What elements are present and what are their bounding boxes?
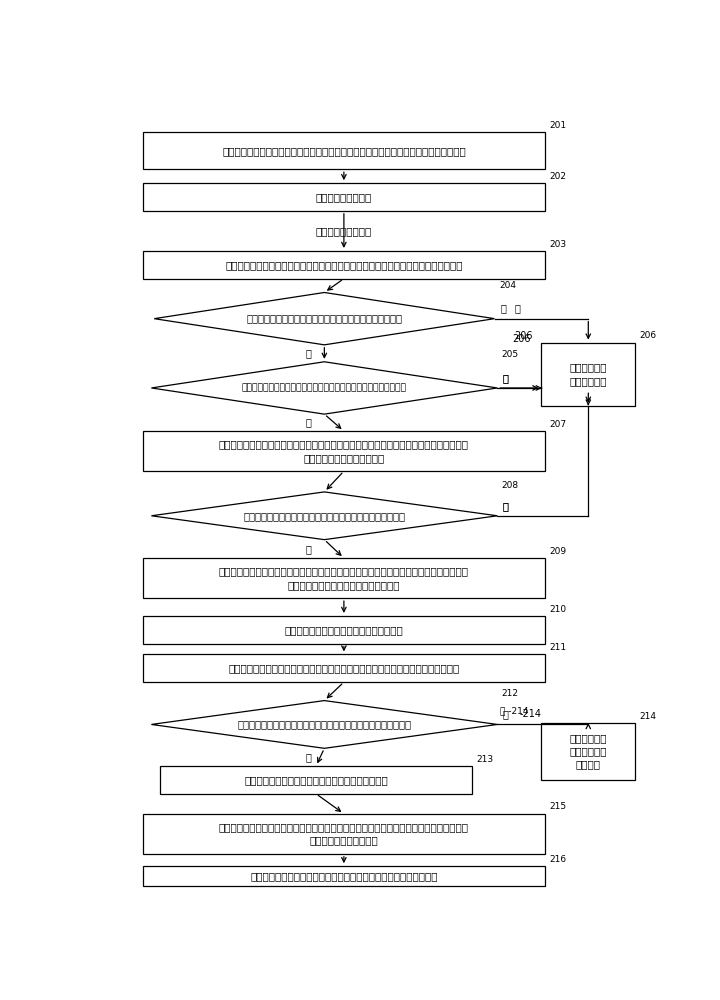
Text: 207: 207: [549, 420, 567, 429]
Text: 212: 212: [502, 689, 519, 698]
Text: 计时器达到检测周期: 计时器达到检测周期: [316, 227, 372, 237]
FancyBboxPatch shape: [541, 723, 635, 780]
Text: 否: 否: [500, 303, 506, 313]
FancyBboxPatch shape: [143, 866, 545, 886]
Polygon shape: [154, 292, 495, 345]
Text: 是: 是: [503, 501, 509, 511]
Polygon shape: [151, 362, 498, 414]
Text: -214: -214: [520, 709, 541, 719]
Text: 否: 否: [503, 373, 509, 383]
Polygon shape: [151, 701, 498, 748]
Text: 确定外设的目
标备用电池组
供电异常: 确定外设的目 标备用电池组 供电异常: [570, 733, 607, 770]
Text: 是: 是: [503, 501, 509, 511]
Text: 否: 否: [306, 544, 312, 554]
Text: 205: 205: [502, 350, 519, 359]
Text: 206: 206: [512, 334, 530, 344]
Text: 是: 是: [306, 348, 312, 358]
Text: 211: 211: [549, 643, 567, 652]
Text: 通过退出指令，将升高后的输出电压降低至输出电压，检测过程停止: 通过退出指令，将升高后的输出电压降低至输出电压，检测过程停止: [250, 871, 438, 881]
Text: 否: 否: [503, 709, 509, 719]
Text: 否: 否: [503, 373, 509, 383]
Text: 213: 213: [477, 755, 494, 764]
Text: 202: 202: [549, 172, 566, 181]
FancyBboxPatch shape: [143, 654, 545, 682]
Text: 发送第一检测指令给外设的目标备用电池组: 发送第一检测指令给外设的目标备用电池组: [284, 625, 403, 635]
Text: 208: 208: [502, 481, 519, 490]
Text: 每一个外设的目标备用电池组的电量是否大于第一电量阈值: 每一个外设的目标备用电池组的电量是否大于第一电量阈值: [246, 314, 402, 324]
Text: 210: 210: [549, 605, 567, 614]
Text: 发送第二检测指令，并通过第二检测指令，检测外设的目标备用电池组的输出电压，确定输
出电压小于外设的主供电电路的供电电压: 发送第二检测指令，并通过第二检测指令，检测外设的目标备用电池组的输出电压，确定输…: [219, 567, 469, 590]
Text: 204: 204: [499, 281, 516, 290]
Text: 否: 否: [514, 303, 520, 313]
Text: 是: 是: [306, 752, 312, 762]
Text: 214: 214: [639, 712, 657, 721]
FancyBboxPatch shape: [160, 766, 472, 794]
FancyBboxPatch shape: [143, 183, 545, 211]
Text: 设置计时器，为计时器设置检测周期，并设置第一电量阈值、连接总个数和第二电量阈值: 设置计时器，为计时器设置检测周期，并设置第一电量阈值、连接总个数和第二电量阈值: [222, 146, 466, 156]
Text: 检测外设的目标备用电池组剩余电量，当剩余电量达到所述第二电量阈值时，发送退出指令
给外设的目标备用电池组: 检测外设的目标备用电池组剩余电量，当剩余电量达到所述第二电量阈值时，发送退出指令…: [219, 822, 469, 845]
Text: 检测每一个外设的目标备用电池组的电量，并确定相连的外设的目标备用电池组的个数: 检测每一个外设的目标备用电池组的电量，并确定相连的外设的目标备用电池组的个数: [225, 260, 463, 270]
FancyBboxPatch shape: [143, 558, 545, 598]
Text: 不满足检测条
件，停止检测: 不满足检测条 件，停止检测: [570, 362, 607, 386]
Text: 供电温度、供电电流及供电电压中的任意一种或多种是否异常: 供电温度、供电电流及供电电压中的任意一种或多种是否异常: [243, 511, 405, 521]
FancyBboxPatch shape: [143, 431, 545, 471]
Text: 升高后的输出电压接替供电电压，为外设的母排供电: 升高后的输出电压接替供电电压，为外设的母排供电: [244, 775, 388, 785]
Text: 206: 206: [639, 331, 657, 340]
Text: 203: 203: [549, 240, 567, 249]
Text: 206: 206: [515, 331, 533, 341]
Text: 升高后的输出电压是否大于所述外设的主供电电路的标准供电电压: 升高后的输出电压是否大于所述外设的主供电电路的标准供电电压: [238, 719, 411, 729]
Text: 是: 是: [306, 418, 312, 428]
FancyBboxPatch shape: [541, 343, 635, 406]
Text: 215: 215: [549, 802, 567, 811]
FancyBboxPatch shape: [143, 814, 545, 854]
Text: 否 -214: 否 -214: [500, 706, 528, 715]
Text: 运行计时器进行计时: 运行计时器进行计时: [316, 192, 372, 202]
Text: 获取每一个外设的目标备用电池组中的供电信息，供电信息，包括：供电温度、供电电流及
供电电压中的任意一种或多种: 获取每一个外设的目标备用电池组中的供电信息，供电信息，包括：供电温度、供电电流及…: [219, 440, 469, 463]
FancyBboxPatch shape: [143, 616, 545, 644]
Polygon shape: [151, 492, 498, 540]
Text: 216: 216: [549, 855, 567, 864]
Text: 209: 209: [549, 547, 567, 556]
FancyBboxPatch shape: [143, 132, 545, 169]
FancyBboxPatch shape: [143, 251, 545, 279]
Text: 201: 201: [549, 121, 567, 130]
Text: 相连的外设的目标备用电池组的个数是否等于预先设置的连接总个数: 相连的外设的目标备用电池组的个数是否等于预先设置的连接总个数: [242, 383, 407, 392]
Text: 通过第一检测指令，升高外设的目标备用电池组的输出电压，检测升高后的输出电压: 通过第一检测指令，升高外设的目标备用电池组的输出电压，检测升高后的输出电压: [228, 663, 459, 673]
